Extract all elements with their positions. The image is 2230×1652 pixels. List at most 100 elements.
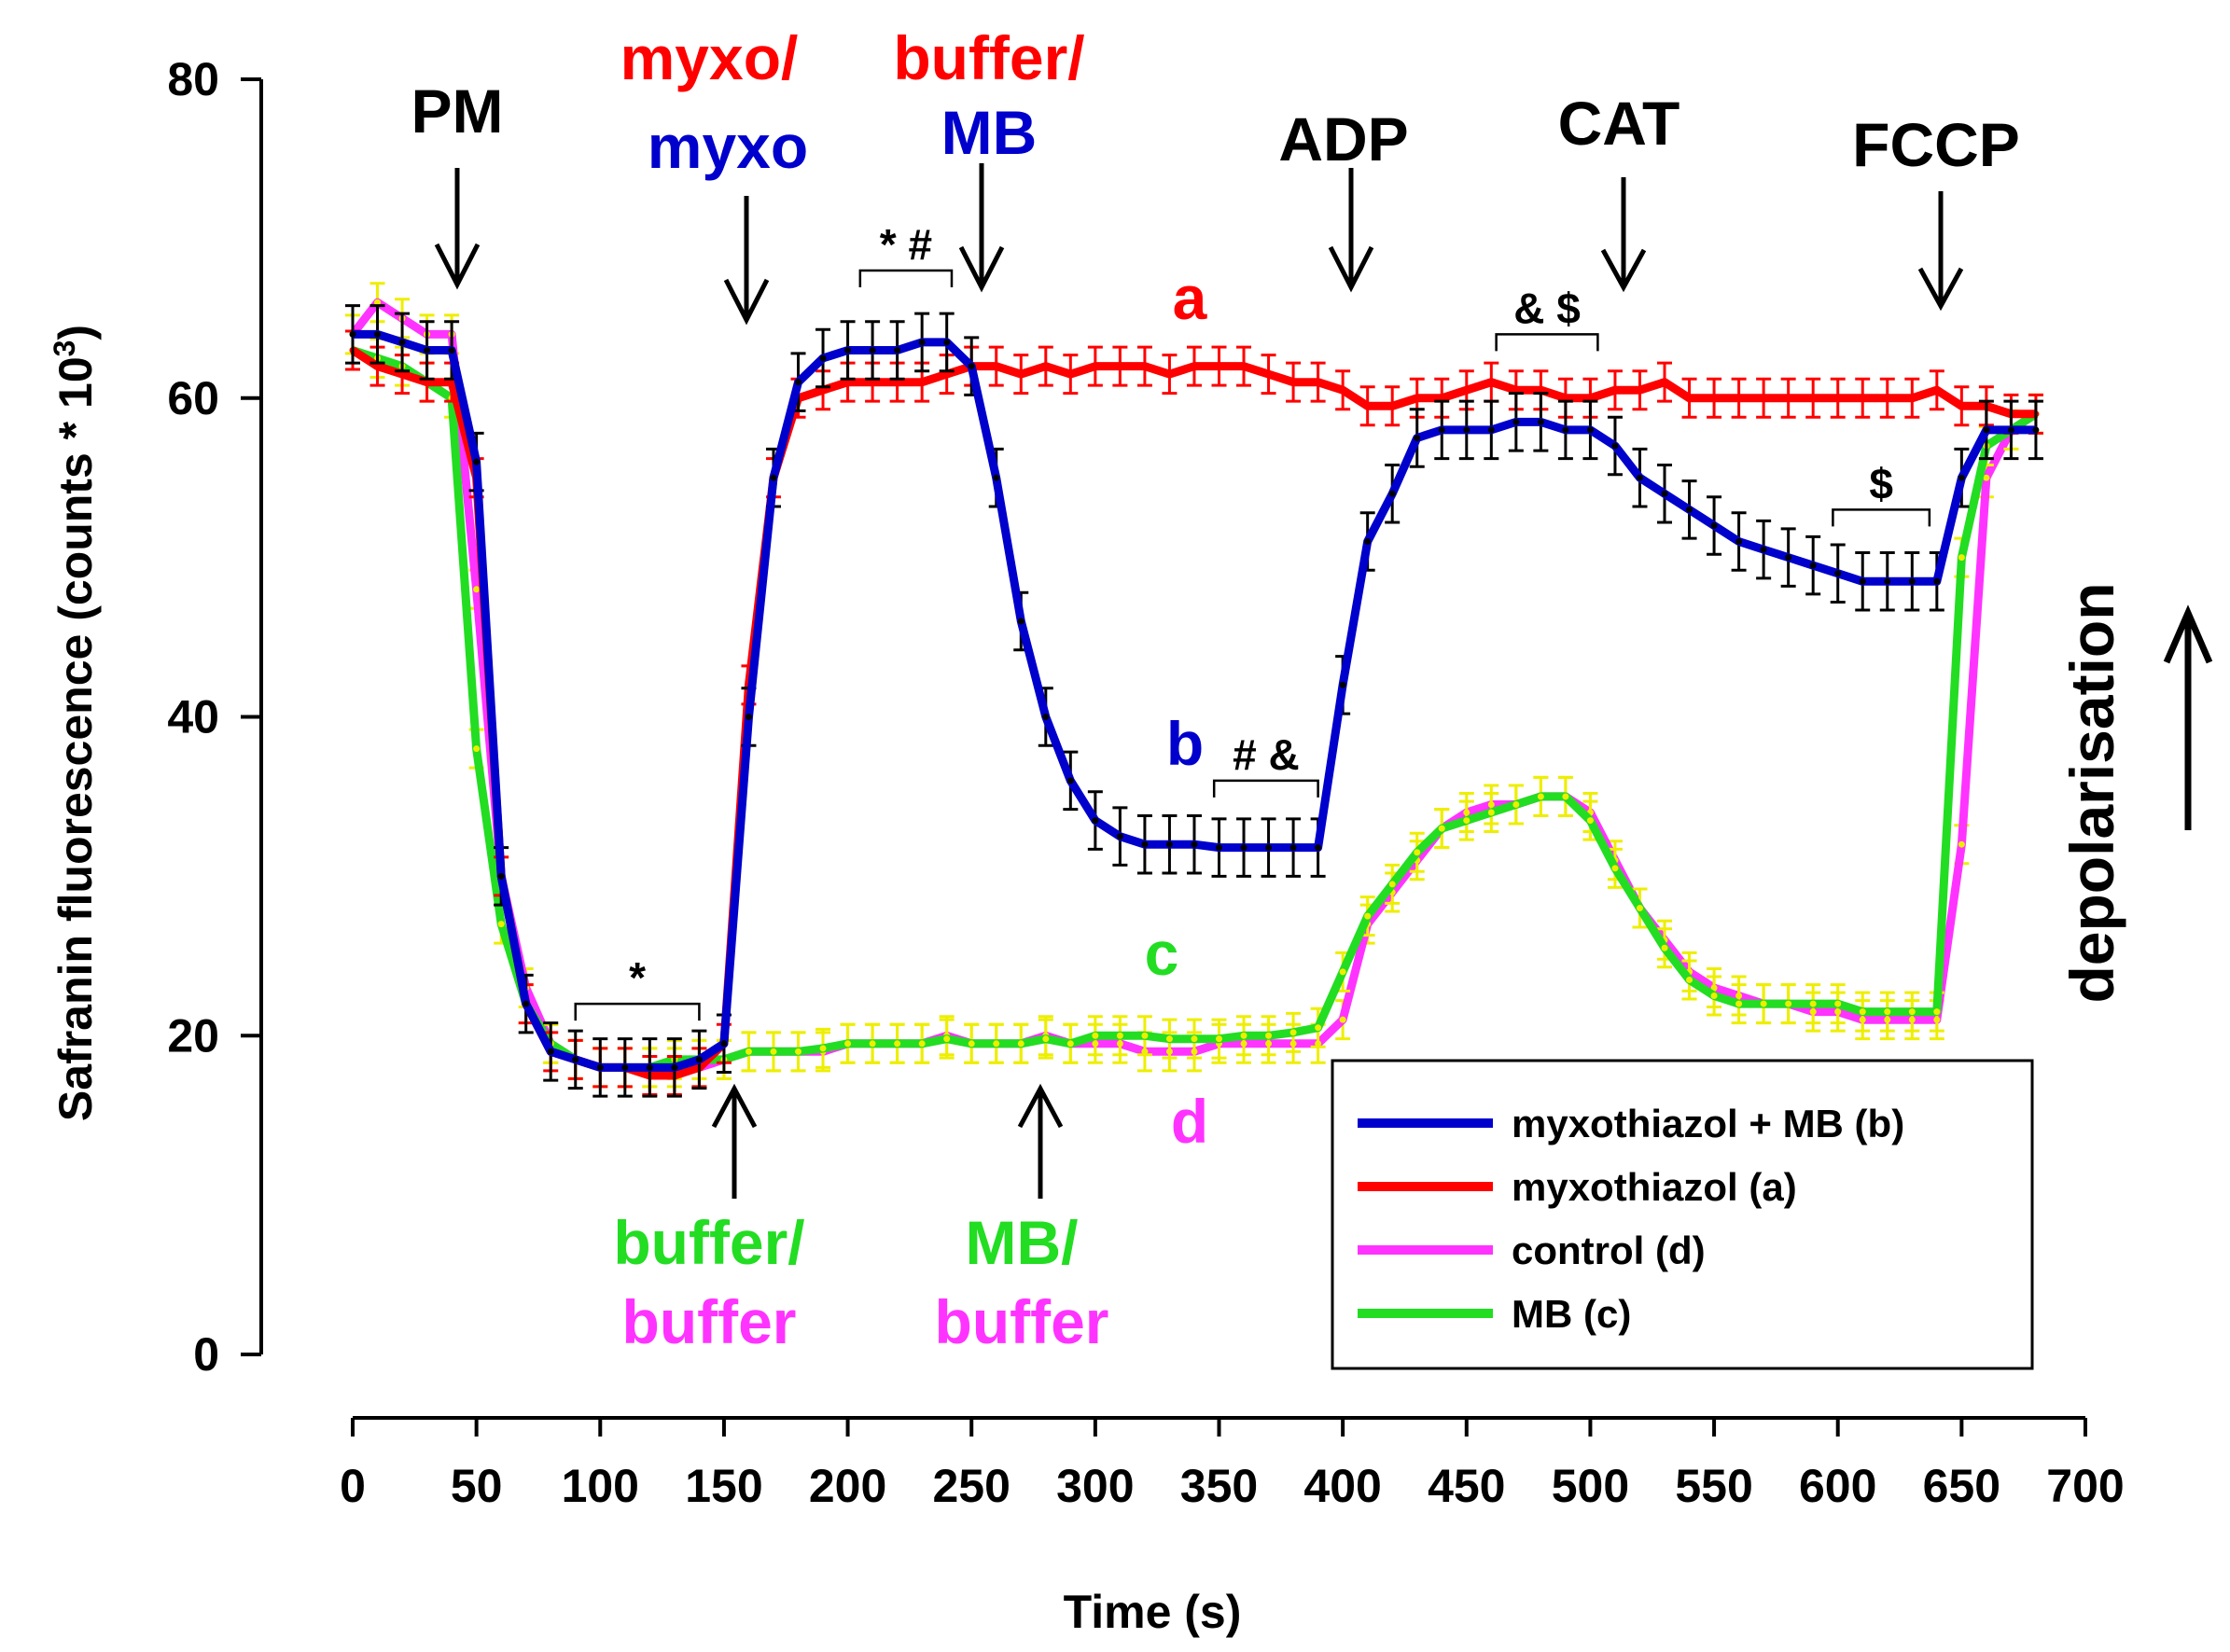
data-point: [1289, 844, 1297, 852]
data-point: [1859, 577, 1866, 585]
data-point: [1512, 418, 1520, 425]
data-point: [819, 354, 827, 362]
x-tick-label: 150: [685, 1460, 762, 1512]
curve-label-c: c: [1145, 919, 1179, 988]
data-point: [424, 379, 431, 386]
data-point: [1216, 844, 1222, 852]
x-tick-label: 450: [1428, 1460, 1505, 1512]
data-point: [473, 745, 481, 753]
data-point: [1339, 968, 1346, 976]
x-tick-label: 350: [1180, 1460, 1258, 1512]
data-point: [1116, 833, 1123, 840]
data-point: [1537, 793, 1544, 800]
y-tick-label: 20: [167, 1009, 219, 1062]
significance-bracket: [1212, 779, 1319, 798]
significance-bracket: [574, 1002, 701, 1021]
data-point: [1983, 474, 1990, 481]
data-point: [869, 346, 876, 354]
data-point: [1760, 395, 1767, 402]
data-point: [1710, 993, 1718, 1000]
data-point: [943, 1035, 951, 1043]
data-point: [547, 1048, 554, 1055]
data-point: [1611, 442, 1619, 450]
data-point: [844, 379, 852, 386]
data-point: [448, 379, 455, 386]
data-point: [473, 586, 481, 593]
data-point: [1315, 1024, 1322, 1032]
data-point: [1388, 490, 1396, 497]
data-point: [1710, 521, 1718, 529]
data-point: [1735, 1000, 1743, 1007]
significance-label: # &: [1233, 730, 1300, 779]
data-point: [1884, 577, 1891, 585]
data-point: [1265, 370, 1273, 378]
data-point: [2032, 426, 2040, 434]
data-point: [1735, 395, 1743, 402]
data-point: [695, 1056, 703, 1063]
y-axis-title-close: ): [49, 325, 102, 340]
data-point: [1141, 840, 1149, 848]
legend-label-d: control (d): [1512, 1229, 1706, 1272]
y-axis-title-main: Safranin fluorescence (counts * 10: [49, 356, 102, 1121]
significance-bracket: [858, 269, 954, 288]
data-point: [1414, 395, 1421, 402]
data-point: [894, 1040, 901, 1048]
data-point: [993, 1040, 1000, 1048]
x-tick-label: 700: [2046, 1460, 2124, 1512]
data-point: [424, 346, 431, 354]
data-point: [1364, 538, 1372, 546]
data-point: [844, 346, 852, 354]
data-point: [1562, 426, 1569, 434]
x-tick-label: 100: [562, 1460, 639, 1512]
data-point: [572, 1056, 579, 1063]
data-point: [1884, 395, 1891, 402]
data-point: [1092, 363, 1099, 370]
data-point: [1240, 844, 1247, 852]
data-point: [1092, 1032, 1099, 1039]
data-point: [1414, 849, 1421, 856]
x-tick-label: 600: [1799, 1460, 1876, 1512]
data-point: [473, 458, 481, 465]
data-point: [621, 1063, 629, 1071]
y-tick-label: 0: [193, 1328, 219, 1381]
data-point: [770, 474, 777, 481]
x-tick-label: 500: [1552, 1460, 1629, 1512]
data-point: [1438, 825, 1445, 832]
x-tick-label: 650: [1923, 1460, 2000, 1512]
data-point: [1487, 426, 1495, 434]
y-axis-title: Safranin fluorescence (counts * 103): [48, 325, 102, 1121]
data-point: [1785, 1000, 1792, 1007]
data-point: [1289, 1029, 1297, 1036]
annot-myxo-top: myxo/: [620, 23, 799, 92]
data-point: [819, 1045, 827, 1052]
data-point: [1066, 777, 1074, 784]
annot-adp: ADP: [1278, 104, 1408, 174]
data-point: [1388, 881, 1396, 888]
annot-buffer-c: buffer/: [613, 1208, 804, 1277]
arrow-up-mb-icon: [1017, 1083, 1064, 1199]
data-point: [1141, 363, 1149, 370]
data-point: [1636, 474, 1643, 481]
data-point: [1042, 1035, 1050, 1043]
data-point: [1216, 363, 1222, 370]
arrow-down-pm-icon: [434, 168, 481, 290]
data-point: [1983, 426, 1990, 434]
data-point: [596, 1063, 604, 1071]
data-point: [1116, 1032, 1123, 1039]
data-point: [1141, 1032, 1149, 1039]
data-point: [1463, 426, 1470, 434]
significance-brackets: * * # & $ # & $: [574, 220, 1931, 1021]
data-point: [1908, 577, 1916, 585]
data-point: [1562, 395, 1569, 402]
data-point: [1760, 546, 1767, 553]
data-point: [1834, 395, 1842, 402]
data-point: [1438, 395, 1445, 402]
data-point: [1339, 681, 1346, 688]
x-axis-title: Time (s): [1064, 1586, 1242, 1638]
data-point: [1388, 402, 1396, 410]
data-point: [374, 330, 382, 338]
data-point: [1735, 538, 1743, 546]
x-tick-label: 300: [1056, 1460, 1134, 1512]
data-point: [993, 474, 1000, 481]
data-point: [374, 298, 382, 306]
